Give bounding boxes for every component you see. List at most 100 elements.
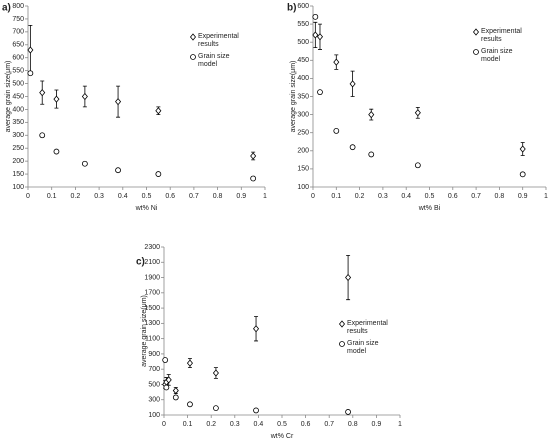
- x-tick-label: 0.1: [47, 193, 57, 200]
- y-tick-label: 150: [297, 166, 309, 173]
- x-tick-label: 0.9: [372, 421, 382, 428]
- x-tick-label: 0.8: [348, 421, 358, 428]
- y-tick-label: 2100: [144, 259, 160, 266]
- data-point: [519, 145, 526, 153]
- data-point: [345, 409, 351, 415]
- y-tick-label: 400: [297, 75, 309, 82]
- x-tick-label: 0: [26, 193, 30, 200]
- y-tick-label: 250: [297, 130, 309, 137]
- y-tick-label: 100: [12, 184, 24, 191]
- x-tick-label: 0.3: [230, 421, 240, 428]
- data-point: [312, 13, 319, 20]
- legend-label: Experimental results: [481, 28, 522, 43]
- x-tick-label: 0.5: [425, 193, 435, 200]
- y-tick-label: 550: [12, 67, 24, 74]
- legend-marker: [338, 320, 346, 328]
- y-tick-label: 700: [148, 366, 160, 373]
- x-tick-label: 0.4: [118, 193, 128, 200]
- y-tick-label: 500: [148, 381, 160, 388]
- y-tick-label: 300: [297, 111, 309, 118]
- data-point: [368, 110, 375, 119]
- data-point: [317, 89, 323, 96]
- y-tick-label: 500: [297, 39, 309, 46]
- y-axis-label: average grain size(μm): [290, 61, 297, 133]
- data-point: [414, 162, 421, 169]
- y-tick-label: 650: [12, 42, 24, 49]
- y-axis-label: average grain size(μm): [141, 295, 148, 367]
- x-tick-label: 0.8: [495, 193, 505, 200]
- data-point: [333, 127, 340, 134]
- y-tick-label: 150: [12, 171, 24, 178]
- x-tick-label: 0.7: [324, 421, 334, 428]
- data-point: [349, 80, 356, 88]
- panel-label: a): [2, 3, 11, 14]
- y-tick-label: 450: [297, 57, 309, 64]
- x-tick-label: 0.2: [355, 193, 365, 200]
- data-point: [368, 151, 375, 158]
- x-tick-label: 0.2: [71, 193, 81, 200]
- data-point: [250, 152, 257, 160]
- data-point: [312, 31, 319, 39]
- data-point: [187, 401, 193, 408]
- y-tick-label: 300: [12, 132, 24, 139]
- x-tick-label: 0.1: [331, 193, 341, 200]
- data-point: [162, 357, 169, 363]
- data-point: [519, 171, 526, 178]
- data-point: [172, 386, 179, 395]
- y-tick-label: 800: [12, 3, 24, 10]
- x-axis-label: wt% Ni: [135, 205, 158, 212]
- y-tick-label: 350: [12, 119, 24, 126]
- x-tick-label: 0.5: [142, 193, 152, 200]
- x-tick-label: 0.3: [378, 193, 388, 200]
- legend-marker: [472, 28, 480, 36]
- y-tick-label: 2300: [144, 244, 160, 251]
- legend-label: Experimental results: [198, 33, 239, 48]
- data-point: [165, 376, 172, 384]
- x-tick-label: 0.3: [94, 193, 104, 200]
- panel-label: c): [136, 257, 145, 268]
- data-point: [212, 369, 219, 377]
- x-tick-label: 0: [162, 421, 166, 428]
- legend-marker: [189, 33, 197, 41]
- x-tick-label: 0.1: [183, 421, 193, 428]
- data-point: [172, 394, 179, 401]
- y-tick-label: 100: [148, 412, 160, 419]
- x-tick-label: 0.4: [401, 193, 411, 200]
- legend-marker: [339, 341, 345, 347]
- y-tick-label: 100: [297, 184, 309, 191]
- data-point: [155, 171, 162, 177]
- x-axis-label: wt% Bi: [418, 205, 441, 212]
- data-point: [414, 109, 421, 117]
- x-tick-label: 0.6: [165, 193, 175, 200]
- data-point: [53, 148, 60, 155]
- legend-label: Grain size model: [347, 340, 379, 355]
- x-tick-label: 0.7: [471, 193, 481, 200]
- legend-label: Grain size model: [481, 48, 513, 63]
- x-tick-label: 0.9: [518, 193, 528, 200]
- y-tick-label: 600: [12, 55, 24, 62]
- x-tick-label: 1: [263, 193, 267, 200]
- y-tick-label: 400: [12, 106, 24, 113]
- data-point: [115, 167, 121, 174]
- data-point: [39, 132, 46, 139]
- y-tick-label: 600: [297, 3, 309, 10]
- data-point: [316, 33, 324, 41]
- x-tick-label: 0.6: [301, 421, 311, 428]
- data-point: [250, 175, 257, 182]
- data-point: [155, 107, 162, 115]
- y-tick-label: 500: [12, 80, 24, 87]
- data-point: [81, 160, 88, 167]
- y-tick-label: 550: [297, 21, 309, 28]
- data-point: [213, 405, 219, 412]
- y-tick-label: 1900: [144, 274, 160, 281]
- x-tick-label: 0.7: [189, 193, 199, 200]
- data-point: [253, 407, 259, 414]
- y-tick-label: 250: [12, 145, 24, 152]
- legend-marker: [473, 49, 479, 55]
- y-tick-label: 750: [12, 16, 24, 23]
- x-tick-label: 0.5: [277, 421, 287, 428]
- legend-label: Grain size model: [198, 53, 230, 68]
- data-point: [115, 98, 122, 106]
- data-point: [53, 95, 60, 103]
